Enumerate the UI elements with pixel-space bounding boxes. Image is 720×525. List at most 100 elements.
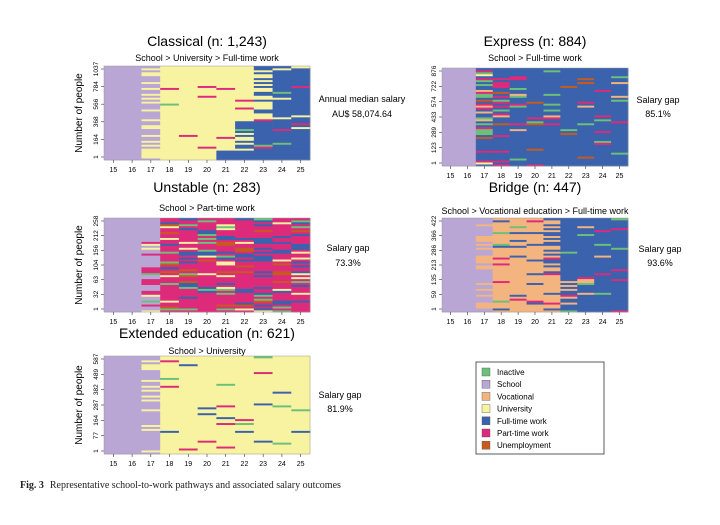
heatmap-cell — [526, 142, 544, 145]
heatmap-cell — [475, 223, 494, 227]
heatmap-cell — [442, 109, 460, 112]
heatmap-cell — [253, 274, 273, 278]
heatmap-cell — [458, 130, 477, 134]
heatmap-cell — [291, 93, 311, 96]
heatmap-cell — [594, 164, 612, 167]
heatmap-cell — [272, 302, 292, 305]
heatmap-cell — [577, 302, 595, 305]
heatmap-cell — [526, 81, 544, 85]
heatmap-cell — [577, 221, 595, 225]
heatmap-cell — [197, 218, 217, 221]
heatmap-cell — [560, 128, 578, 132]
heatmap-cell — [458, 81, 477, 85]
heatmap-cell — [475, 294, 494, 297]
heatmap-cell — [526, 140, 544, 143]
heatmap-cell — [492, 148, 511, 151]
heatmap-cell — [543, 77, 561, 81]
heatmap-cell — [235, 422, 255, 425]
heatmap-cell — [492, 79, 511, 83]
heatmap-cell — [577, 280, 595, 284]
heatmap-cell — [560, 68, 578, 71]
heatmap-cell — [197, 288, 217, 291]
heatmap-cell — [160, 276, 180, 280]
heatmap-cell — [577, 124, 595, 128]
heatmap-cell — [291, 85, 311, 88]
heatmap-cell — [492, 298, 511, 301]
heatmap-cell — [216, 381, 236, 384]
heatmap-cell — [560, 298, 578, 301]
heatmap-cell — [543, 255, 561, 258]
panel-annotation: Salary gap — [326, 243, 369, 253]
heatmap-cell — [160, 440, 180, 443]
heatmap-cell — [104, 426, 124, 429]
heatmap-cell — [122, 89, 142, 92]
heatmap-cell — [526, 71, 544, 75]
heatmap-cell — [509, 164, 527, 167]
heatmap-cell — [216, 144, 236, 147]
heatmap-cell — [160, 251, 180, 254]
heatmap-cell — [594, 152, 612, 155]
heatmap-cell — [122, 154, 142, 157]
heatmap-cell — [475, 263, 494, 266]
heatmap-cell — [216, 221, 236, 225]
heatmap-cell — [141, 436, 161, 439]
panel-annotation: 81.9% — [327, 404, 353, 414]
heatmap-cell — [122, 373, 142, 376]
heatmap-cell — [594, 148, 612, 151]
heatmap-cell — [178, 405, 199, 408]
heatmap-cell — [291, 302, 311, 305]
heatmap-cell — [141, 298, 161, 301]
heatmap-cell — [197, 237, 217, 240]
heatmap-cell — [141, 249, 161, 252]
heatmap-cell — [272, 379, 292, 382]
heatmap-cell — [104, 150, 124, 153]
heatmap-cell — [104, 282, 124, 285]
heatmap-cell — [197, 379, 217, 382]
heatmap-cell — [104, 304, 124, 307]
heatmap-cell — [594, 245, 612, 248]
y-tick-label: 104 — [93, 259, 100, 270]
heatmap-cell — [509, 89, 527, 92]
heatmap-cell — [122, 310, 142, 313]
heatmap-cell — [526, 276, 544, 280]
y-tick-label: 123 — [431, 142, 438, 153]
heatmap-cell — [141, 359, 161, 363]
heatmap-cell — [492, 218, 511, 221]
heatmap-cell — [216, 134, 236, 137]
heatmap-cell — [577, 270, 595, 274]
heatmap-cell — [178, 239, 199, 242]
heatmap-cell — [253, 148, 273, 151]
heatmap-cell — [235, 387, 255, 390]
heatmap-cell — [475, 99, 494, 102]
heatmap-cell — [509, 107, 527, 110]
heatmap-cell — [291, 426, 311, 429]
heatmap-cell — [509, 99, 527, 102]
heatmap-cell — [104, 359, 124, 363]
heatmap-cell — [509, 292, 527, 295]
heatmap-cell — [442, 83, 460, 87]
x-tick-label: 24 — [278, 167, 286, 174]
heatmap-cell — [509, 158, 527, 161]
heatmap-cell — [291, 218, 311, 221]
heatmap-cell — [235, 255, 255, 258]
x-tick-label: 18 — [166, 461, 174, 468]
heatmap-cell — [178, 107, 199, 110]
heatmap-cell — [543, 148, 561, 151]
heatmap-cell — [197, 296, 217, 299]
heatmap-cell — [492, 85, 511, 88]
heatmap-cell — [141, 235, 161, 238]
heatmap-cell — [458, 306, 477, 309]
heatmap-cell — [104, 235, 124, 238]
heatmap-cell — [291, 253, 311, 256]
heatmap-cell — [475, 68, 494, 71]
heatmap-cell — [104, 356, 124, 359]
heatmap-cell — [543, 221, 561, 225]
heatmap-cell — [543, 140, 561, 143]
heatmap-cell — [235, 274, 255, 278]
heatmap-cell — [492, 128, 511, 132]
heatmap-cell — [253, 105, 273, 108]
heatmap-cell — [216, 219, 236, 223]
heatmap-cell — [178, 412, 199, 416]
heatmap-cell — [560, 280, 578, 284]
heatmap-cell — [458, 99, 477, 102]
